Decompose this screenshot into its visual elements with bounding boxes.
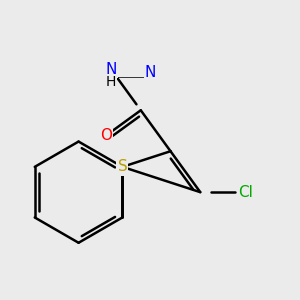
Text: S: S — [118, 159, 127, 174]
Text: N: N — [105, 62, 117, 77]
Text: Cl: Cl — [238, 185, 253, 200]
Text: O: O — [100, 128, 112, 143]
Text: N: N — [145, 65, 156, 80]
Text: H: H — [106, 75, 116, 89]
